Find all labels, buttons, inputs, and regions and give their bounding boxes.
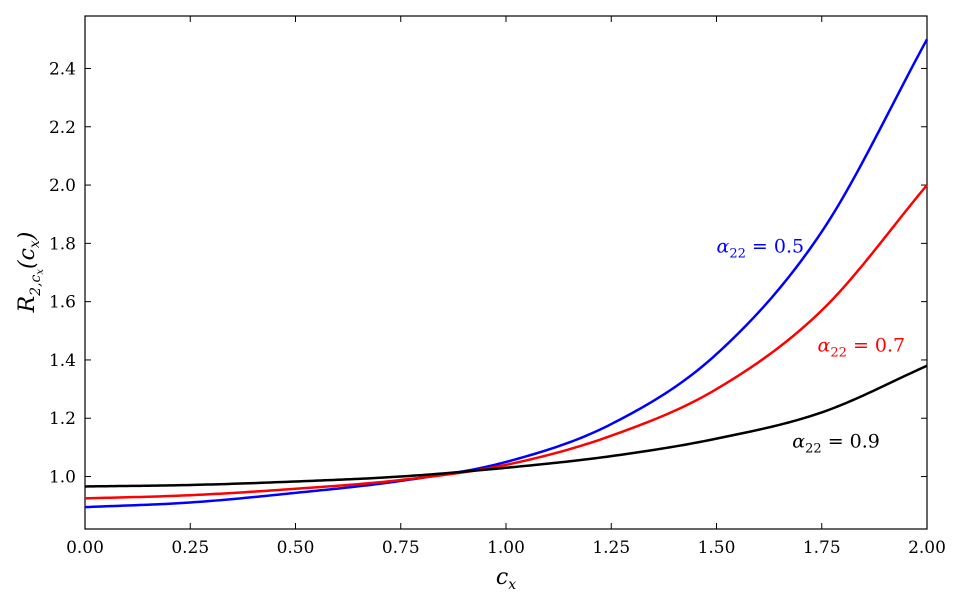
x-tick-label: 1.50	[698, 538, 736, 558]
y-tick-label: 2.0	[49, 176, 76, 196]
y-tick-label: 1.8	[49, 234, 76, 254]
x-tick-label: 0.25	[171, 538, 209, 558]
x-tick-label: 0.00	[66, 538, 104, 558]
x-tick-label: 0.75	[382, 538, 420, 558]
series-label-1: α22 = 0.7	[818, 334, 906, 360]
y-tick-label: 2.4	[49, 59, 76, 79]
x-tick-label: 1.25	[592, 538, 630, 558]
y-tick-label: 1.6	[49, 293, 76, 313]
series-line-2	[84, 364, 928, 488]
y-tick-label: 1.2	[49, 409, 76, 429]
series-line-1	[84, 184, 928, 500]
series-label-0: α22 = 0.5	[717, 235, 805, 261]
x-tick-label: 2.00	[908, 538, 946, 558]
series-line-0	[84, 38, 929, 509]
y-tick-label: 2.2	[49, 118, 76, 138]
series-annotations: α22 = 0.5 α22 = 0.7 α22 = 0.9	[717, 235, 906, 456]
y-tick-label: 1.0	[49, 468, 76, 488]
y-tick-label: 1.4	[49, 351, 76, 371]
x-tick-label: 1.75	[803, 538, 841, 558]
series-curves	[84, 38, 929, 509]
x-tick-label: 1.00	[487, 538, 525, 558]
x-tick-label: 0.50	[277, 538, 315, 558]
y-axis-label: R2,cx(cx)	[15, 232, 46, 314]
x-axis-label: cx	[496, 565, 516, 593]
axis-ticks: 0.00 0.25 0.50 0.75 1.00 1.25 1.50 1.75 2.00 1.0 1…	[49, 16, 946, 558]
series-label-2: α22 = 0.9	[792, 431, 880, 457]
